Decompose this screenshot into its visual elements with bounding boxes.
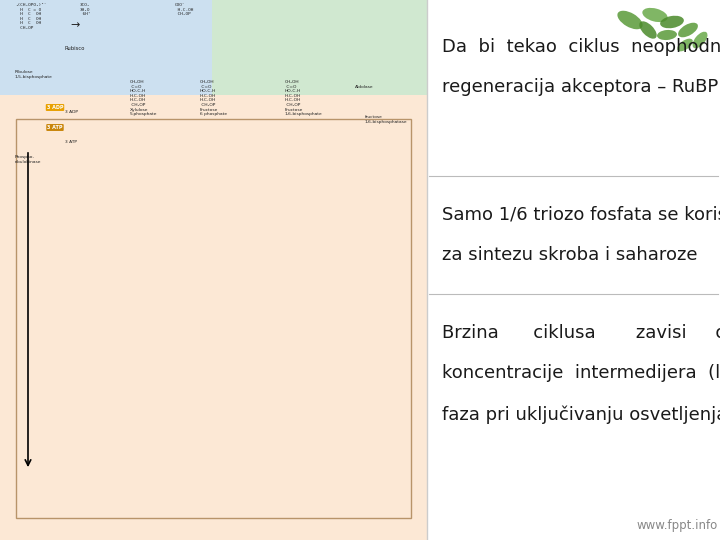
Ellipse shape [660, 16, 684, 28]
Text: Ribulose
1,5-bisphosphate: Ribulose 1,5-bisphosphate [15, 70, 53, 79]
Text: CH₂OH
 C=O
HO-C-H
H-C-OH
H-C-OH
 CH₂OP
Fructose
1,6-bisphosphate: CH₂OH C=O HO-C-H H-C-OH H-C-OH CH₂OP Fru… [285, 80, 323, 116]
Ellipse shape [678, 23, 698, 37]
Text: 3 ADP: 3 ADP [65, 110, 78, 114]
Text: 3 ADP: 3 ADP [47, 105, 63, 110]
Text: ₃(CH₂OPO₃)²⁻
  H  C = O
  H  C  OH
  H  C  OH
  H  C  OH
  CH₂OP: ₃(CH₂OPO₃)²⁻ H C = O H C OH H C OH H C O… [15, 3, 47, 30]
Text: faza pri uključivanju osvetljenja): faza pri uključivanju osvetljenja) [442, 405, 720, 423]
Bar [212, 0, 427, 94]
Text: Phospho-
ribulokinase: Phospho- ribulokinase [15, 155, 42, 164]
Text: COO⁻
 H-C-OH
 CH₂OP: COO⁻ H-C-OH CH₂OP [175, 3, 194, 16]
Text: 3 ATP: 3 ATP [48, 125, 63, 130]
Text: Aldolase: Aldolase [355, 85, 374, 89]
Bar [0, 0, 427, 540]
Text: www.fppt.info: www.fppt.info [636, 519, 718, 532]
Text: 3 ATP: 3 ATP [65, 140, 77, 144]
Ellipse shape [639, 21, 657, 39]
Text: Rubisco: Rubisco [65, 46, 85, 51]
Ellipse shape [642, 8, 667, 22]
Bar [427, 0, 720, 540]
Text: 3CO₂
3H₂O
 6H⁺: 3CO₂ 3H₂O 6H⁺ [80, 3, 91, 16]
Ellipse shape [678, 39, 693, 51]
Text: CH₂OH
 C=O
HO-C-H
H-C-OH
H-C-OH
 CH₂OP
Xylulose
5-phosphate: CH₂OH C=O HO-C-H H-C-OH H-C-OH CH₂OP Xyl… [130, 80, 158, 116]
Text: Samo 1/6 triozo fosfata se koristi: Samo 1/6 triozo fosfata se koristi [442, 205, 720, 223]
Text: Da  bi  tekao  ciklus  neophodna  je: Da bi tekao ciklus neophodna je [442, 38, 720, 56]
Text: koncentracije  intermedijera  (lag: koncentracije intermedijera (lag [442, 364, 720, 382]
Ellipse shape [657, 30, 677, 40]
Text: →: → [70, 20, 79, 30]
Bar [0, 0, 212, 94]
Text: CH₂OH
 C=O
HO-C-H
H-C-OH
H-C-OH
 CH₂OP
Fructose
6 phosphate: CH₂OH C=O HO-C-H H-C-OH H-C-OH CH₂OP Fru… [200, 80, 227, 116]
Text: fructose
1,6-bisphosphatase: fructose 1,6-bisphosphatase [365, 115, 408, 124]
Bar [16, 119, 411, 518]
Text: Brzina      ciklusa       zavisi     od: Brzina ciklusa zavisi od [442, 324, 720, 342]
Ellipse shape [693, 32, 708, 48]
Text: regeneracija akceptora – RuBP: regeneracija akceptora – RuBP [442, 78, 719, 96]
Text: za sintezu skroba i saharoze: za sintezu skroba i saharoze [442, 246, 698, 264]
Ellipse shape [617, 11, 643, 29]
